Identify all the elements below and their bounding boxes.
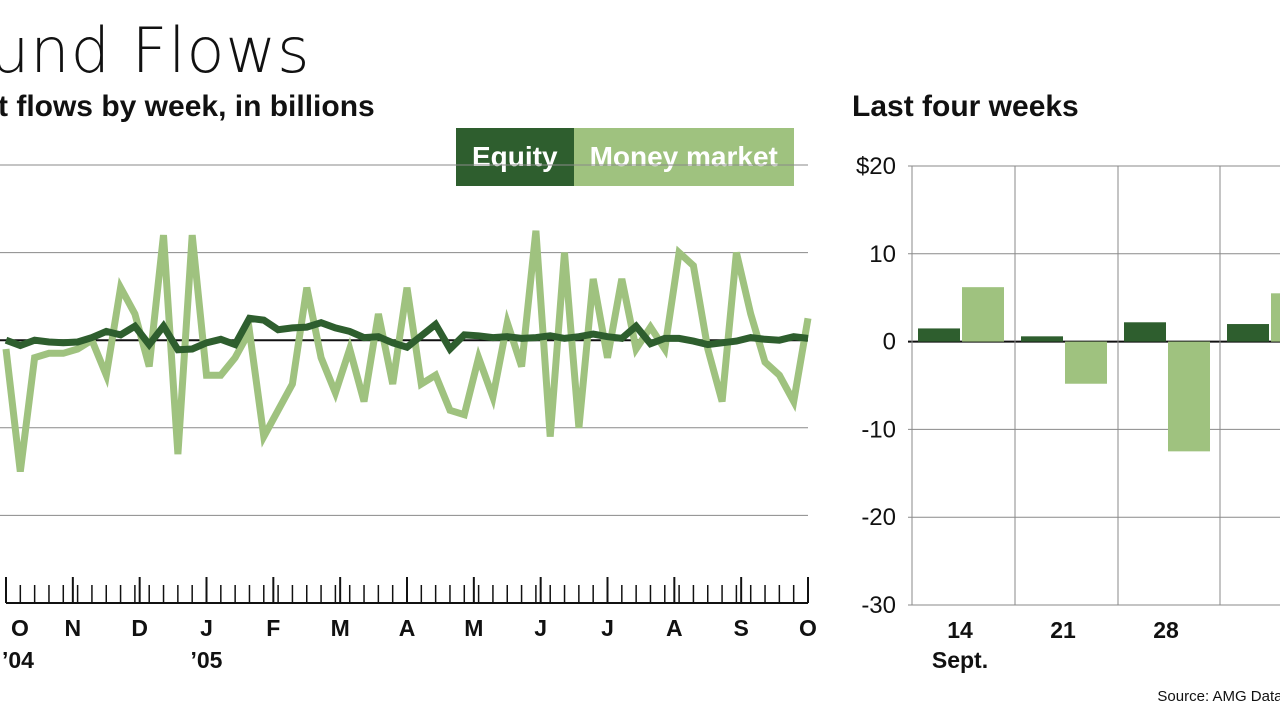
x-tick-label: J	[200, 615, 213, 641]
equity-line	[4, 314, 809, 355]
bar-equity	[1227, 324, 1269, 342]
bar-equity	[918, 328, 960, 342]
x-tick-label: A	[399, 615, 416, 641]
x-tick-label: M	[331, 615, 350, 641]
bar-money-market	[962, 287, 1004, 342]
x-tick-label: O	[11, 615, 29, 641]
chart-subtitle: t flows by week, in billions	[0, 90, 375, 123]
bar-equity	[1021, 336, 1063, 342]
x-tick-label: M	[464, 615, 483, 641]
line-chart: O N D J F M A M J J A S O ’04 ’05	[0, 164, 817, 673]
category-sublabel: Sept.	[932, 647, 988, 673]
y-tick-label: -30	[861, 592, 896, 619]
legend-equity: Equity	[456, 128, 574, 186]
x-tick-label: D	[131, 615, 148, 641]
year-label: ’05	[191, 647, 223, 673]
x-tick-label: S	[733, 615, 748, 641]
source-note: Source: AMG Data Ser	[1157, 688, 1280, 705]
y-tick-label: -20	[861, 504, 896, 531]
legend: Equity Money market	[456, 128, 794, 186]
x-tick-label: N	[65, 615, 82, 641]
legend-money-market: Money market	[573, 128, 794, 186]
bar-money-market	[1271, 293, 1280, 342]
category-label: 21	[1050, 617, 1076, 643]
chart-title: und Flows	[0, 14, 311, 87]
x-tick-label: A	[666, 615, 683, 641]
y-tick-label: 0	[883, 329, 896, 356]
right-chart-subtitle: Last four weeks	[852, 90, 1079, 123]
x-tick-label: O	[799, 615, 817, 641]
y-tick-label: -10	[861, 416, 896, 443]
bar-equity	[1124, 322, 1166, 342]
year-label: ’04	[2, 647, 34, 673]
x-tick-label: F	[266, 615, 280, 641]
x-tick-label: J	[534, 615, 547, 641]
category-label: 14	[947, 617, 973, 643]
y-tick-label: 10	[869, 241, 896, 268]
y-tick-label: $20	[856, 153, 896, 180]
bar-money-market	[1065, 341, 1107, 384]
x-tick-label: J	[601, 615, 614, 641]
bar-money-market	[1168, 341, 1210, 452]
category-label: 28	[1153, 617, 1179, 643]
